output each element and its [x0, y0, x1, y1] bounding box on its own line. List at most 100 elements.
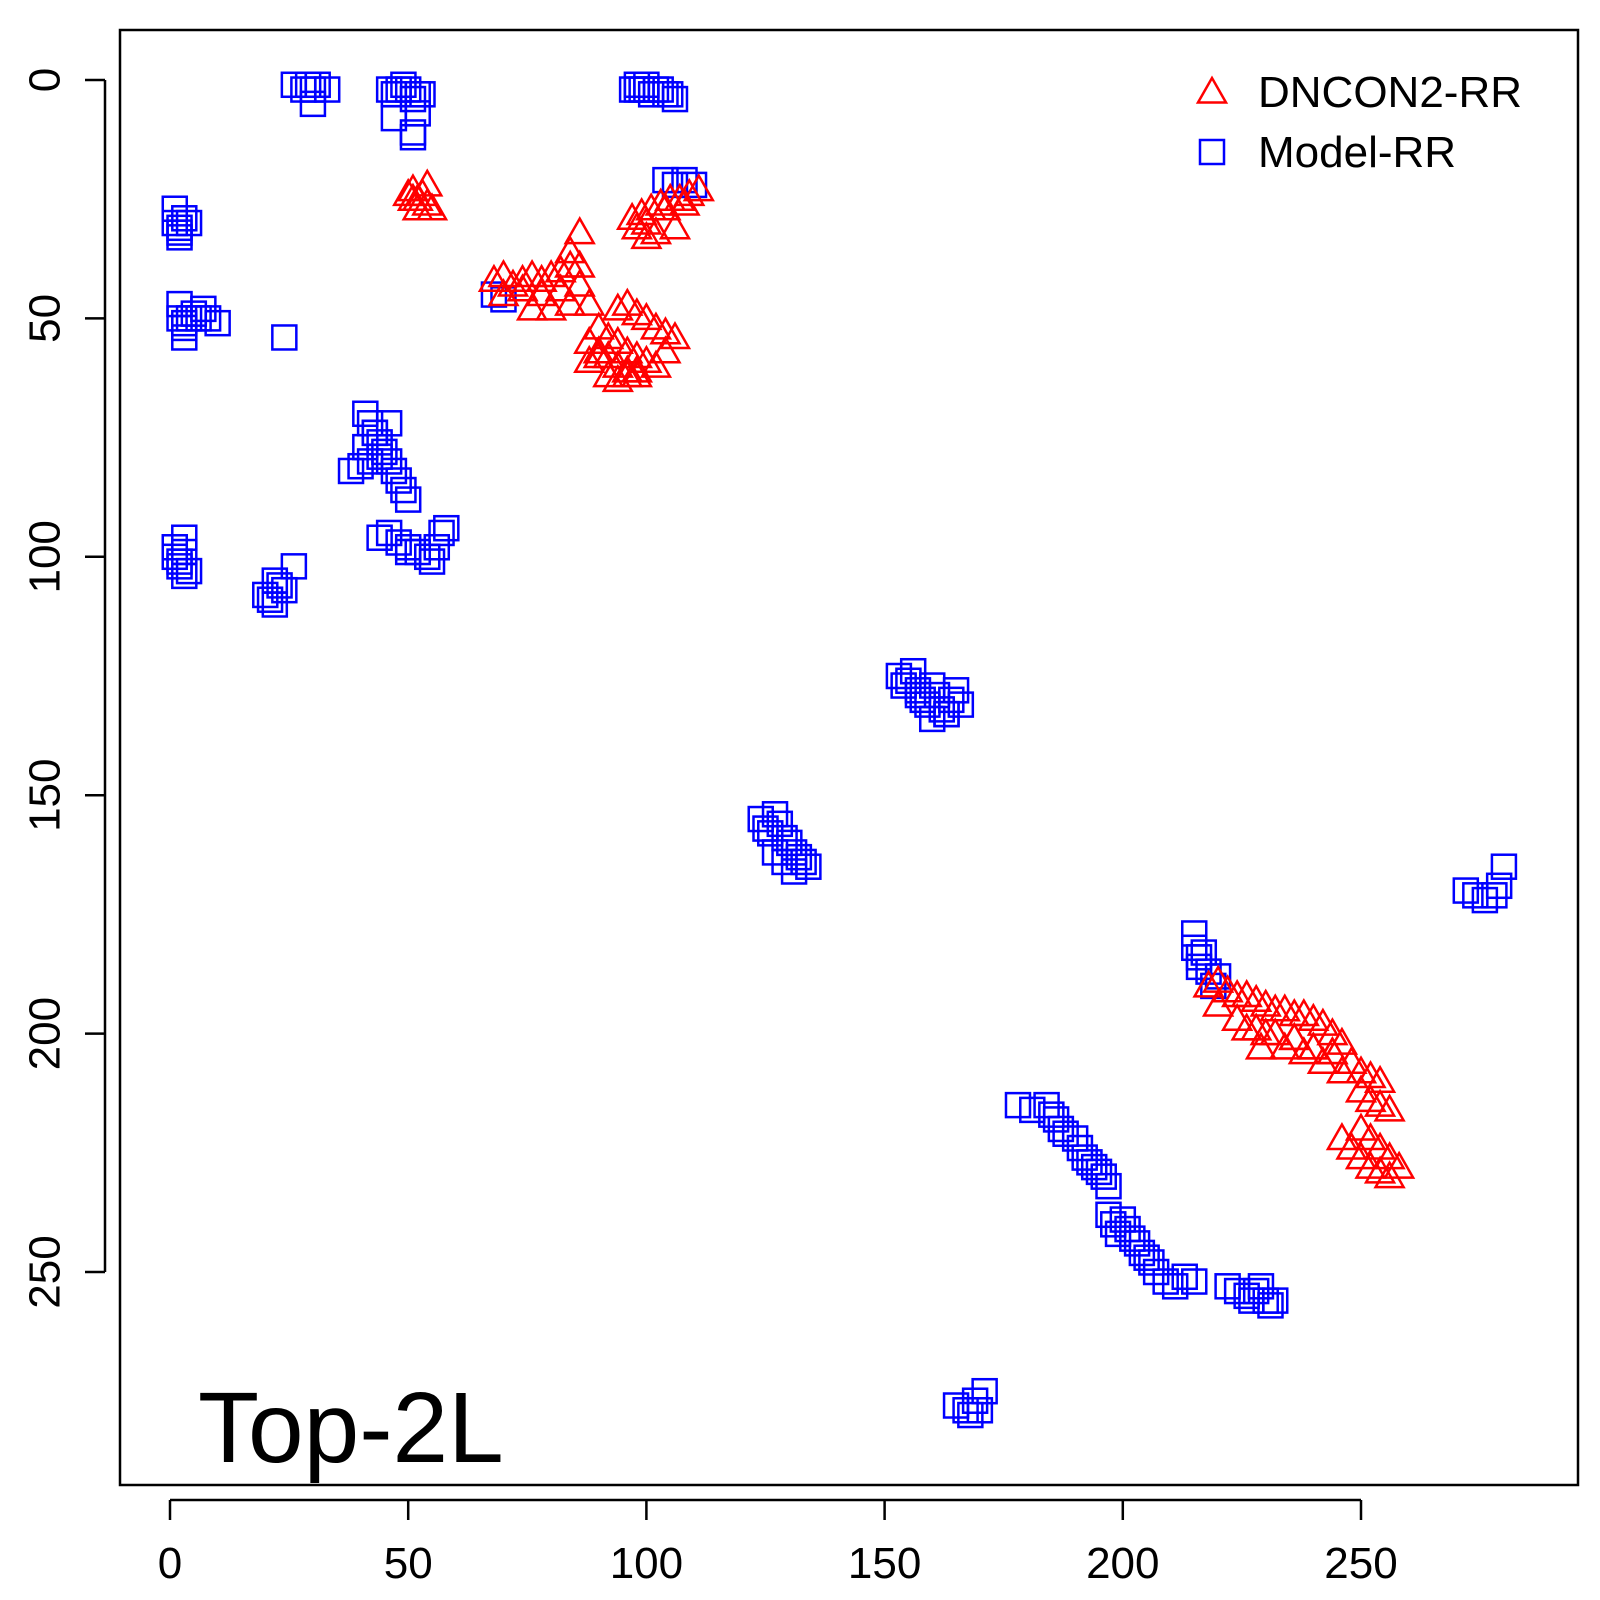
- y-tick-label: 200: [21, 997, 70, 1070]
- model-rr-point: [175, 557, 203, 585]
- y-tick-label: 0: [21, 68, 70, 92]
- model-rr-point: [361, 419, 389, 447]
- model-rr-point: [771, 848, 798, 876]
- model-rr-point: [366, 429, 393, 456]
- model-rr-point: [1095, 1172, 1122, 1200]
- dncon2-rr-point: [1249, 988, 1282, 1017]
- model-rr-point: [404, 81, 431, 108]
- model-rr-point: [171, 562, 198, 590]
- model-rr-point: [399, 85, 427, 113]
- dncon2-rr-point: [1230, 978, 1263, 1008]
- model-rr-point: [171, 205, 198, 232]
- y-tick-label: 50: [21, 294, 70, 343]
- dncon2-rr-point: [601, 292, 634, 321]
- model-rr-point: [347, 452, 374, 480]
- dncon2-rr-point: [1287, 998, 1320, 1027]
- x-tick-label: 0: [158, 1539, 182, 1588]
- model-rr-point: [175, 209, 203, 237]
- model-rr-point: [938, 686, 965, 714]
- model-rr-point: [375, 519, 403, 547]
- model-rr-point: [1004, 1091, 1032, 1119]
- dncon2-rr-point: [515, 258, 549, 288]
- model-rr-point: [161, 209, 189, 237]
- dncon2-rr-point: [630, 220, 663, 250]
- dncon2-rr-point: [1354, 1083, 1387, 1113]
- model-rr-point: [394, 538, 422, 566]
- dncon2-rr-point: [525, 278, 558, 307]
- model-rr-point: [1161, 1273, 1189, 1300]
- model-rr-point: [166, 553, 193, 580]
- dncon2-rr-point: [1325, 1055, 1359, 1084]
- model-rr-point: [1080, 1153, 1108, 1181]
- dncon2-rr-point: [487, 278, 520, 307]
- model-rr-point: [633, 76, 660, 103]
- model-rr-point: [961, 1387, 989, 1414]
- model-rr-point: [947, 691, 975, 718]
- model-rr-point: [385, 529, 412, 556]
- model-rr-point: [780, 858, 808, 885]
- y-tick-label: 100: [21, 520, 70, 593]
- model-rr-point: [1138, 1249, 1165, 1276]
- model-rr-point: [776, 829, 803, 857]
- model-rr-point: [366, 524, 393, 551]
- model-rr-point: [428, 519, 455, 547]
- model-rr-point: [161, 543, 189, 571]
- model-rr-point: [252, 581, 279, 609]
- model-rr-point: [356, 448, 384, 475]
- dncon2-rr-point: [573, 344, 606, 374]
- model-rr-point: [1181, 1268, 1208, 1295]
- dncon2-rr-point: [1230, 1012, 1263, 1041]
- model-rr-point: [371, 438, 398, 466]
- dncon2-rr-point: [544, 273, 577, 302]
- dncon2-rr-point: [563, 268, 596, 297]
- model-rr-point: [1033, 1091, 1060, 1119]
- model-rr-point: [385, 467, 412, 494]
- dncon2-rr-point: [1297, 1002, 1330, 1032]
- dncon2-rr-point: [1316, 1036, 1349, 1065]
- dncon2-rr-point: [620, 354, 654, 383]
- y-tick-label: 250: [21, 1235, 70, 1308]
- model-rr-point: [928, 696, 956, 723]
- dncon2-rr-point: [506, 273, 539, 302]
- dncon2-rr-point: [534, 292, 568, 321]
- model-rr-point: [780, 839, 808, 866]
- model-rr-point: [1076, 1149, 1103, 1176]
- model-rr-point: [1152, 1268, 1179, 1295]
- model-rr-point: [1061, 1125, 1089, 1152]
- dncon2-rr-point: [639, 349, 673, 378]
- y-tick-label: 150: [21, 758, 70, 831]
- x-axis: 0 50 100 150 200 250: [158, 1498, 1398, 1588]
- legend-label: Model-RR: [1258, 128, 1456, 177]
- x-tick-label: 250: [1324, 1539, 1397, 1588]
- model-rr-point: [1452, 877, 1480, 904]
- model-rr-point: [271, 324, 298, 351]
- model-rr-point: [971, 1377, 998, 1405]
- model-rr-point: [1042, 1106, 1070, 1133]
- model-rr-point: [1261, 1287, 1289, 1314]
- dncon2-rr-point: [1240, 983, 1273, 1012]
- model-rr-point: [747, 805, 774, 833]
- dncon2-rr-point: [1211, 974, 1244, 1003]
- model-rr-point: [1109, 1206, 1137, 1233]
- model-rr-point: [1066, 1134, 1094, 1162]
- model-rr-point: [433, 514, 460, 542]
- model-rr-point: [933, 700, 960, 728]
- dncon2-rr-point: [515, 292, 549, 321]
- legend-label: DNCON2-RR: [1258, 68, 1522, 117]
- dncon2-rr-point: [658, 211, 692, 240]
- dncon2-rr-point: [668, 187, 701, 216]
- dncon2-rr-point: [639, 311, 673, 340]
- model-rr-point: [299, 76, 327, 103]
- model-rr-point: [952, 1397, 979, 1424]
- model-rr-point: [261, 591, 289, 618]
- x-tick-label: 200: [1086, 1539, 1159, 1588]
- model-rr-point: [1047, 1115, 1075, 1143]
- dncon2-rr-point: [1287, 1036, 1320, 1065]
- x-tick-label: 150: [848, 1539, 921, 1588]
- model-rr-point: [390, 71, 417, 99]
- dncon2-rr-point: [506, 263, 539, 293]
- model-rr-point: [766, 810, 794, 838]
- dncon2-rr-point: [477, 263, 511, 293]
- model-rr-point: [957, 1401, 984, 1429]
